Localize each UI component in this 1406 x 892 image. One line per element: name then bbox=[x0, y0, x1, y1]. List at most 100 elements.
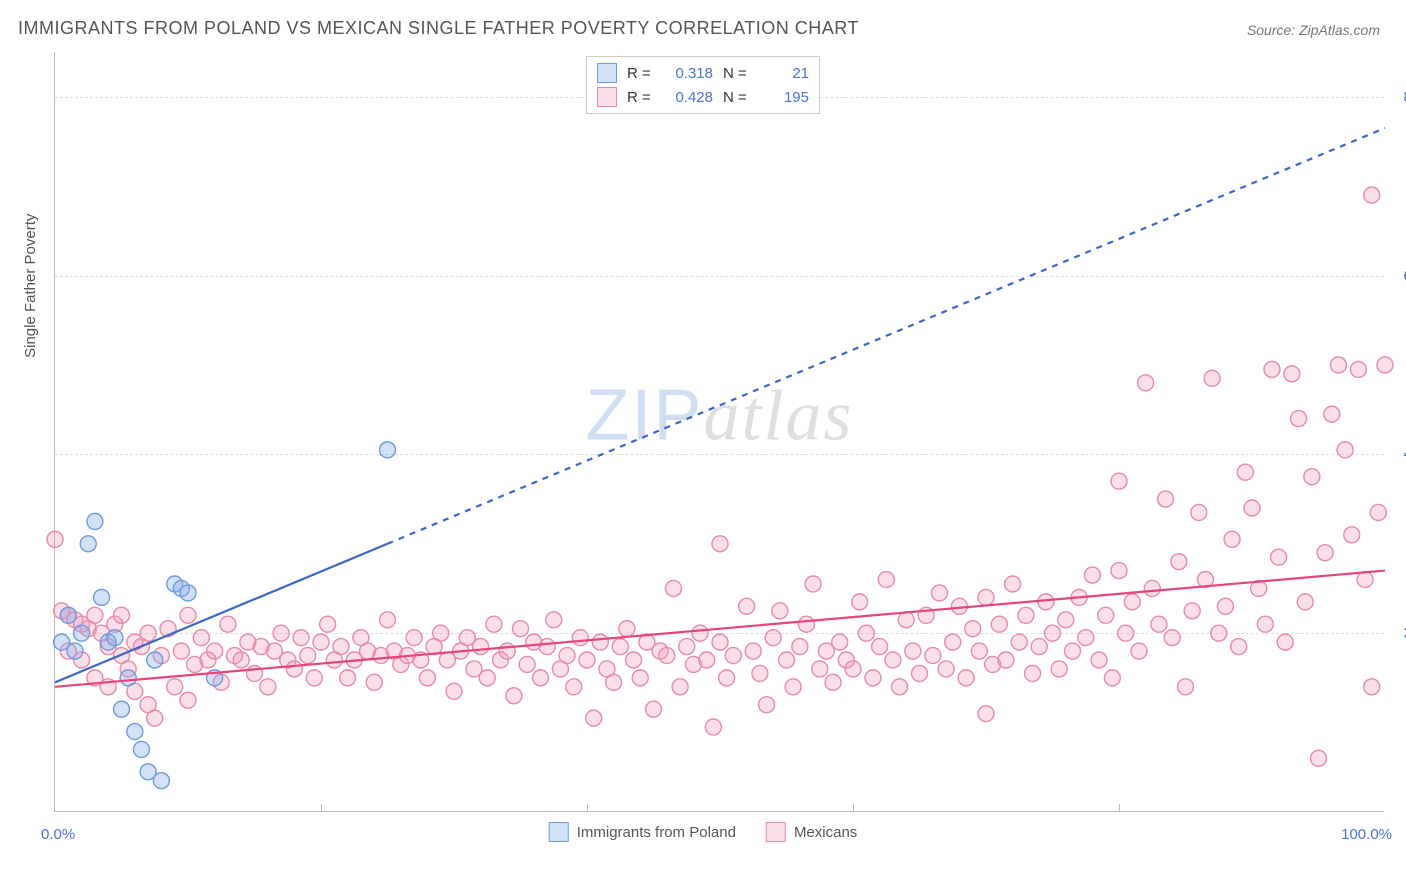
point-mexicans bbox=[539, 639, 555, 655]
xtick bbox=[853, 804, 854, 812]
point-mexicans bbox=[632, 670, 648, 686]
point-mexicans bbox=[852, 594, 868, 610]
point-mexicans bbox=[1244, 500, 1260, 516]
r-value-poland: 0.318 bbox=[665, 65, 713, 82]
point-mexicans bbox=[619, 621, 635, 637]
point-poland bbox=[74, 625, 90, 641]
point-mexicans bbox=[1284, 366, 1300, 382]
point-mexicans bbox=[579, 652, 595, 668]
point-mexicans bbox=[473, 639, 489, 655]
point-mexicans bbox=[1051, 661, 1067, 677]
point-mexicans bbox=[945, 634, 961, 650]
point-mexicans bbox=[991, 616, 1007, 632]
point-mexicans bbox=[1370, 504, 1386, 520]
point-mexicans bbox=[692, 625, 708, 641]
point-mexicans bbox=[1018, 607, 1034, 623]
point-mexicans bbox=[1098, 607, 1114, 623]
point-mexicans bbox=[532, 670, 548, 686]
point-mexicans bbox=[320, 616, 336, 632]
chart-svg bbox=[55, 52, 1384, 811]
point-mexicans bbox=[1237, 464, 1253, 480]
point-mexicans bbox=[978, 706, 994, 722]
point-mexicans bbox=[679, 639, 695, 655]
point-mexicans bbox=[672, 679, 688, 695]
point-mexicans bbox=[1211, 625, 1227, 641]
point-poland bbox=[120, 670, 136, 686]
y-axis-label: Single Father Poverty bbox=[22, 214, 39, 358]
point-mexicans bbox=[779, 652, 795, 668]
r-value-mexicans: 0.428 bbox=[665, 89, 713, 106]
point-mexicans bbox=[699, 652, 715, 668]
point-mexicans bbox=[965, 621, 981, 637]
legend-row-poland: R = 0.318 N = 21 bbox=[597, 61, 809, 85]
point-mexicans bbox=[1111, 473, 1127, 489]
point-poland bbox=[94, 589, 110, 605]
point-mexicans bbox=[1337, 442, 1353, 458]
point-mexicans bbox=[147, 710, 163, 726]
point-mexicans bbox=[1350, 361, 1366, 377]
point-mexicans bbox=[812, 661, 828, 677]
point-mexicans bbox=[1124, 594, 1140, 610]
xtick-label-min: 0.0% bbox=[41, 826, 75, 843]
point-mexicans bbox=[958, 670, 974, 686]
point-mexicans bbox=[978, 589, 994, 605]
point-mexicans bbox=[725, 648, 741, 664]
point-mexicans bbox=[513, 621, 529, 637]
point-mexicans bbox=[559, 648, 575, 664]
n-label: N = bbox=[723, 65, 751, 82]
point-mexicans bbox=[1264, 361, 1280, 377]
point-mexicans bbox=[612, 639, 628, 655]
point-mexicans bbox=[1011, 634, 1027, 650]
point-mexicans bbox=[1224, 531, 1240, 547]
point-mexicans bbox=[1277, 634, 1293, 650]
n-value-poland: 21 bbox=[761, 65, 809, 82]
point-mexicans bbox=[519, 656, 535, 672]
point-mexicans bbox=[1191, 504, 1207, 520]
point-mexicans bbox=[1111, 563, 1127, 579]
point-mexicans bbox=[1144, 580, 1160, 596]
point-mexicans bbox=[885, 652, 901, 668]
point-mexicans bbox=[1324, 406, 1340, 422]
swatch-poland bbox=[597, 63, 617, 83]
swatch-poland bbox=[549, 822, 569, 842]
point-poland bbox=[180, 585, 196, 601]
point-mexicans bbox=[313, 634, 329, 650]
series-label-mexicans: Mexicans bbox=[794, 824, 857, 841]
point-mexicans bbox=[340, 670, 356, 686]
point-mexicans bbox=[1217, 598, 1233, 614]
point-mexicans bbox=[1171, 554, 1187, 570]
point-mexicans bbox=[1038, 594, 1054, 610]
point-mexicans bbox=[499, 643, 515, 659]
swatch-mexicans bbox=[597, 87, 617, 107]
point-mexicans bbox=[1138, 375, 1154, 391]
chart-title: IMMIGRANTS FROM POLAND VS MEXICAN SINGLE… bbox=[18, 18, 859, 39]
point-mexicans bbox=[938, 661, 954, 677]
point-mexicans bbox=[646, 701, 662, 717]
point-mexicans bbox=[1078, 630, 1094, 646]
point-mexicans bbox=[433, 625, 449, 641]
point-mexicans bbox=[606, 674, 622, 690]
point-poland bbox=[127, 724, 143, 740]
point-mexicans bbox=[892, 679, 908, 695]
point-mexicans bbox=[1118, 625, 1134, 641]
point-mexicans bbox=[1005, 576, 1021, 592]
point-mexicans bbox=[273, 625, 289, 641]
point-mexicans bbox=[1204, 370, 1220, 386]
point-mexicans bbox=[1178, 679, 1194, 695]
point-mexicans bbox=[1271, 549, 1287, 565]
trendline-mexicans bbox=[55, 571, 1385, 687]
point-mexicans bbox=[845, 661, 861, 677]
point-mexicans bbox=[931, 585, 947, 601]
point-poland bbox=[147, 652, 163, 668]
point-mexicans bbox=[1364, 187, 1380, 203]
point-mexicans bbox=[832, 634, 848, 650]
point-mexicans bbox=[180, 692, 196, 708]
point-mexicans bbox=[1330, 357, 1346, 373]
point-mexicans bbox=[306, 670, 322, 686]
point-mexicans bbox=[1231, 639, 1247, 655]
point-mexicans bbox=[419, 670, 435, 686]
point-mexicans bbox=[1257, 616, 1273, 632]
point-mexicans bbox=[626, 652, 642, 668]
point-mexicans bbox=[745, 643, 761, 659]
point-mexicans bbox=[1025, 665, 1041, 681]
